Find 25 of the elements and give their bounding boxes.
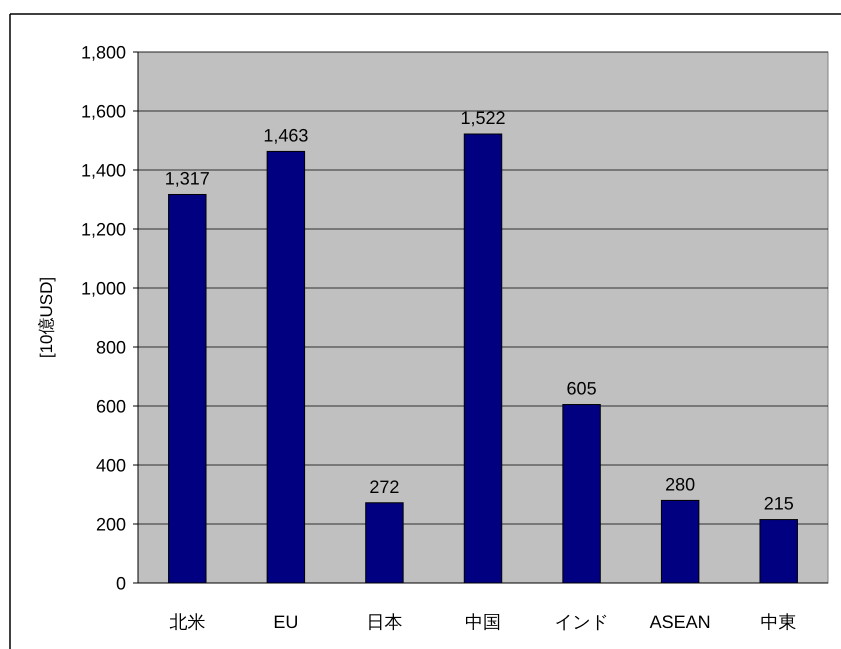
y-tick-label: 1,600 [80, 101, 126, 122]
x-tick-label: 中国 [465, 612, 501, 632]
x-tick-label: 日本 [366, 612, 402, 632]
data-label: 1,463 [263, 125, 308, 146]
x-tick-label: EU [273, 612, 298, 632]
x-tick-label: 中東 [760, 612, 797, 632]
y-tick-label: 1,400 [80, 160, 126, 180]
x-tick-label: 北米 [169, 612, 206, 632]
y-tick-label: 200 [96, 514, 126, 534]
data-label: 272 [369, 476, 400, 497]
y-tick-label: 800 [96, 337, 126, 358]
data-label: 605 [566, 378, 597, 399]
data-label: 1,317 [164, 168, 210, 188]
data-label: 1,522 [460, 108, 506, 128]
y-tick-label: 1,800 [80, 42, 126, 62]
x-tick-label: ASEAN [650, 612, 711, 632]
y-axis-title: [10億USD] [37, 276, 56, 358]
data-label: 215 [764, 494, 794, 514]
y-tick-label: 400 [96, 455, 126, 476]
data-label: 280 [665, 474, 696, 494]
y-tick-label: 1,000 [80, 278, 126, 298]
x-tick-label: インド [554, 612, 609, 632]
y-tick-label: 0 [116, 573, 126, 594]
y-tick-label: 600 [96, 396, 126, 416]
y-tick-label: 1,200 [80, 219, 126, 240]
